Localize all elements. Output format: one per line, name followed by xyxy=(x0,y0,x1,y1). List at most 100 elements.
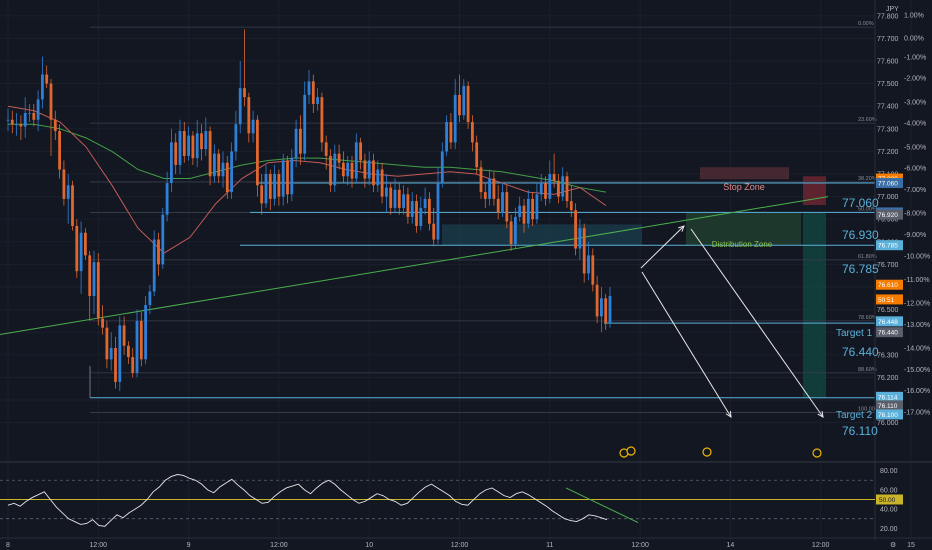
price-tick-13: 76.500 xyxy=(877,307,899,314)
fib-label-5: 78.60% xyxy=(858,315,877,321)
candle-body-15 xyxy=(71,185,74,226)
pct-tick-11: -10.00% xyxy=(904,253,930,260)
candle-body-39 xyxy=(174,142,178,165)
candle-body-94 xyxy=(410,201,414,217)
candle-body-100 xyxy=(436,183,440,240)
time-label-0: 8 xyxy=(6,542,10,549)
candle-body-1 xyxy=(10,119,14,125)
candle-body-62 xyxy=(273,174,276,199)
pct-tick-2: -1.00% xyxy=(904,54,926,61)
event-icon-2 xyxy=(702,447,712,457)
target1-price-label: 76.440 xyxy=(842,345,879,359)
ema-red xyxy=(7,105,607,254)
candle-body-34 xyxy=(152,239,156,292)
price-badge-text-8: 76.440 xyxy=(878,330,898,337)
candle-body-33 xyxy=(148,291,152,306)
candle-body-32 xyxy=(144,305,147,360)
candle-body-9 xyxy=(45,74,49,84)
pct-tick-7: -6.00% xyxy=(904,166,926,173)
candle-body-23 xyxy=(105,327,109,360)
candle-body-104 xyxy=(453,94,457,143)
time-label-3: 12:00 xyxy=(270,542,288,549)
candle-body-18 xyxy=(84,232,87,256)
candle-body-27 xyxy=(122,325,126,346)
candle-body-69 xyxy=(303,94,307,154)
candle-body-24 xyxy=(109,348,113,360)
rsi-tick-3: 20.00 xyxy=(880,526,898,533)
candle-body-44 xyxy=(195,133,199,159)
candle-body-122 xyxy=(531,198,534,220)
rsi-tick-0: 80.00 xyxy=(880,468,898,475)
candle-body-106 xyxy=(462,85,466,116)
pct-tick-6: -5.00% xyxy=(904,144,926,151)
price-badge-text-5: 76.610 xyxy=(878,282,898,289)
distribution-box-left xyxy=(442,224,642,246)
arrow-up-shaft xyxy=(640,225,685,269)
candle-body-36 xyxy=(161,214,165,265)
candle-body-21 xyxy=(96,262,100,319)
candle-body-22 xyxy=(101,318,104,328)
candle-body-123 xyxy=(535,194,539,220)
pct-tick-5: -4.00% xyxy=(904,121,926,128)
pct-tick-14: -13.00% xyxy=(904,322,930,329)
price-tick-0: 77.800 xyxy=(877,13,899,20)
level-labels: Stop Zone Distribution Zone 77.060 76.930 76… xyxy=(619,182,879,458)
candle-body-40 xyxy=(178,131,182,165)
price-tick-3: 77.500 xyxy=(877,81,899,88)
candle-body-56 xyxy=(247,97,251,134)
candle-body-50 xyxy=(221,162,225,177)
candle-body-88 xyxy=(385,187,388,197)
candle-body-38 xyxy=(170,142,173,184)
candle-body-130 xyxy=(565,176,569,202)
rsi-trendline xyxy=(565,487,639,523)
candle-body-118 xyxy=(514,216,517,245)
candle-body-135 xyxy=(587,255,590,274)
price-tick-1: 77.700 xyxy=(877,36,899,43)
candle-body-65 xyxy=(286,160,289,195)
candle-body-59 xyxy=(260,185,264,204)
candle-body-79 xyxy=(346,162,350,177)
candle-body-108 xyxy=(471,122,474,143)
candle-body-101 xyxy=(440,151,444,184)
time-axis[interactable]: 812:00912:001012:001112:001412:001512:00… xyxy=(0,537,932,549)
candle-body-74 xyxy=(324,142,328,156)
candle-body-11 xyxy=(53,119,57,132)
candle-body-71 xyxy=(311,81,315,104)
stop-zone-box xyxy=(700,167,789,180)
candle-body-103 xyxy=(449,122,453,143)
fib-label-4: 61.80% xyxy=(858,254,877,260)
pct-tick-12: -11.00% xyxy=(904,277,930,284)
candle-body-124 xyxy=(539,183,543,195)
arrow-down-target2-head xyxy=(817,410,824,418)
price-badge-text-3: 76.920 xyxy=(878,212,898,219)
price-axis[interactable]: 77.800 77.700 77.600 77.500 77.400 77.300 77.2… xyxy=(874,0,930,540)
candle-body-53 xyxy=(234,124,238,152)
candle-body-133 xyxy=(578,228,582,249)
candle-body-99 xyxy=(432,223,436,240)
time-label-2: 9 xyxy=(187,542,191,549)
candle-body-140 xyxy=(608,296,612,324)
price-tick-9: 76.900 xyxy=(877,217,899,224)
candle-body-89 xyxy=(389,187,393,208)
price-tick-4: 77.400 xyxy=(877,104,899,111)
candle-body-111 xyxy=(483,192,487,199)
candle-body-110 xyxy=(479,167,483,193)
candle-body-98 xyxy=(428,198,431,224)
price-badge-text-4: 76.785 xyxy=(878,243,898,250)
pct-tick-16: -15.00% xyxy=(904,367,930,374)
candle-body-134 xyxy=(582,228,586,274)
arrow-down-target2-shaft xyxy=(690,228,824,418)
arrow-up-head xyxy=(678,225,685,232)
pct-tick-1: 0.00% xyxy=(904,35,924,42)
candle-body-54 xyxy=(238,88,242,125)
candle-body-29 xyxy=(131,357,135,373)
candle-body-119 xyxy=(518,205,522,217)
candle-body-97 xyxy=(423,198,427,208)
candle-body-61 xyxy=(268,174,272,199)
candle-body-41 xyxy=(182,131,186,156)
ema-green xyxy=(8,123,607,193)
candle-body-129 xyxy=(561,176,565,197)
